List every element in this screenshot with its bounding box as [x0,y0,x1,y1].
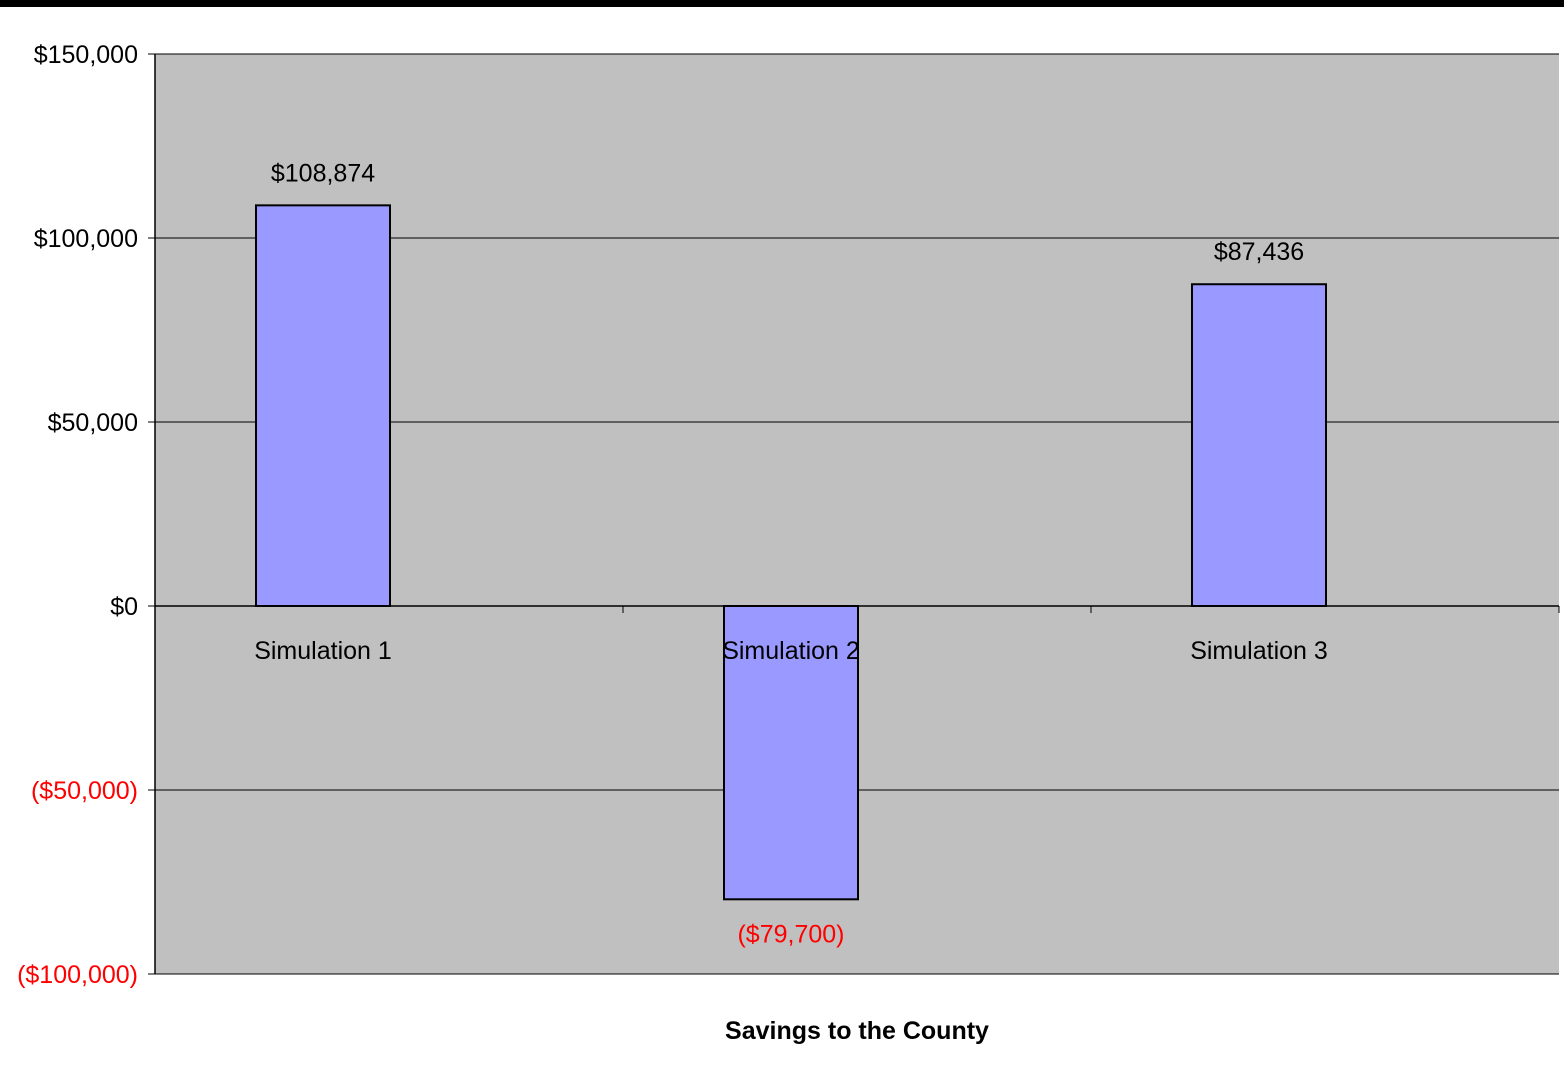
y-tick-label: $100,000 [34,225,138,253]
category-label-3: Simulation 3 [1190,637,1328,665]
y-axis-ticks: $150,000 $100,000 $50,000 $0 ($50,000) ($100,… [17,41,155,989]
top-border [0,0,1564,7]
bar-1 [255,204,391,607]
data-label-2: ($79,700) [737,920,844,948]
y-tick-label: $150,000 [34,41,138,69]
y-tick-label: $50,000 [48,409,138,437]
data-label-3: $87,436 [1214,238,1304,266]
bar-2 [723,605,859,901]
category-label-2: Simulation 2 [722,637,860,665]
y-tick-label: ($100,000) [17,961,138,989]
category-label-1: Simulation 1 [254,637,392,665]
bar-3 [1191,283,1327,607]
x-axis-title: Savings to the County [725,1017,989,1045]
y-tick-label: $0 [110,593,138,621]
bars [255,204,1327,901]
data-label-1: $108,874 [271,159,375,187]
y-tick-label: ($50,000) [31,777,138,805]
category-labels: Simulation 1 Simulation 2 Simulation 3 [254,637,1328,665]
data-labels: $108,874 ($79,700) $87,436 [271,159,1304,948]
